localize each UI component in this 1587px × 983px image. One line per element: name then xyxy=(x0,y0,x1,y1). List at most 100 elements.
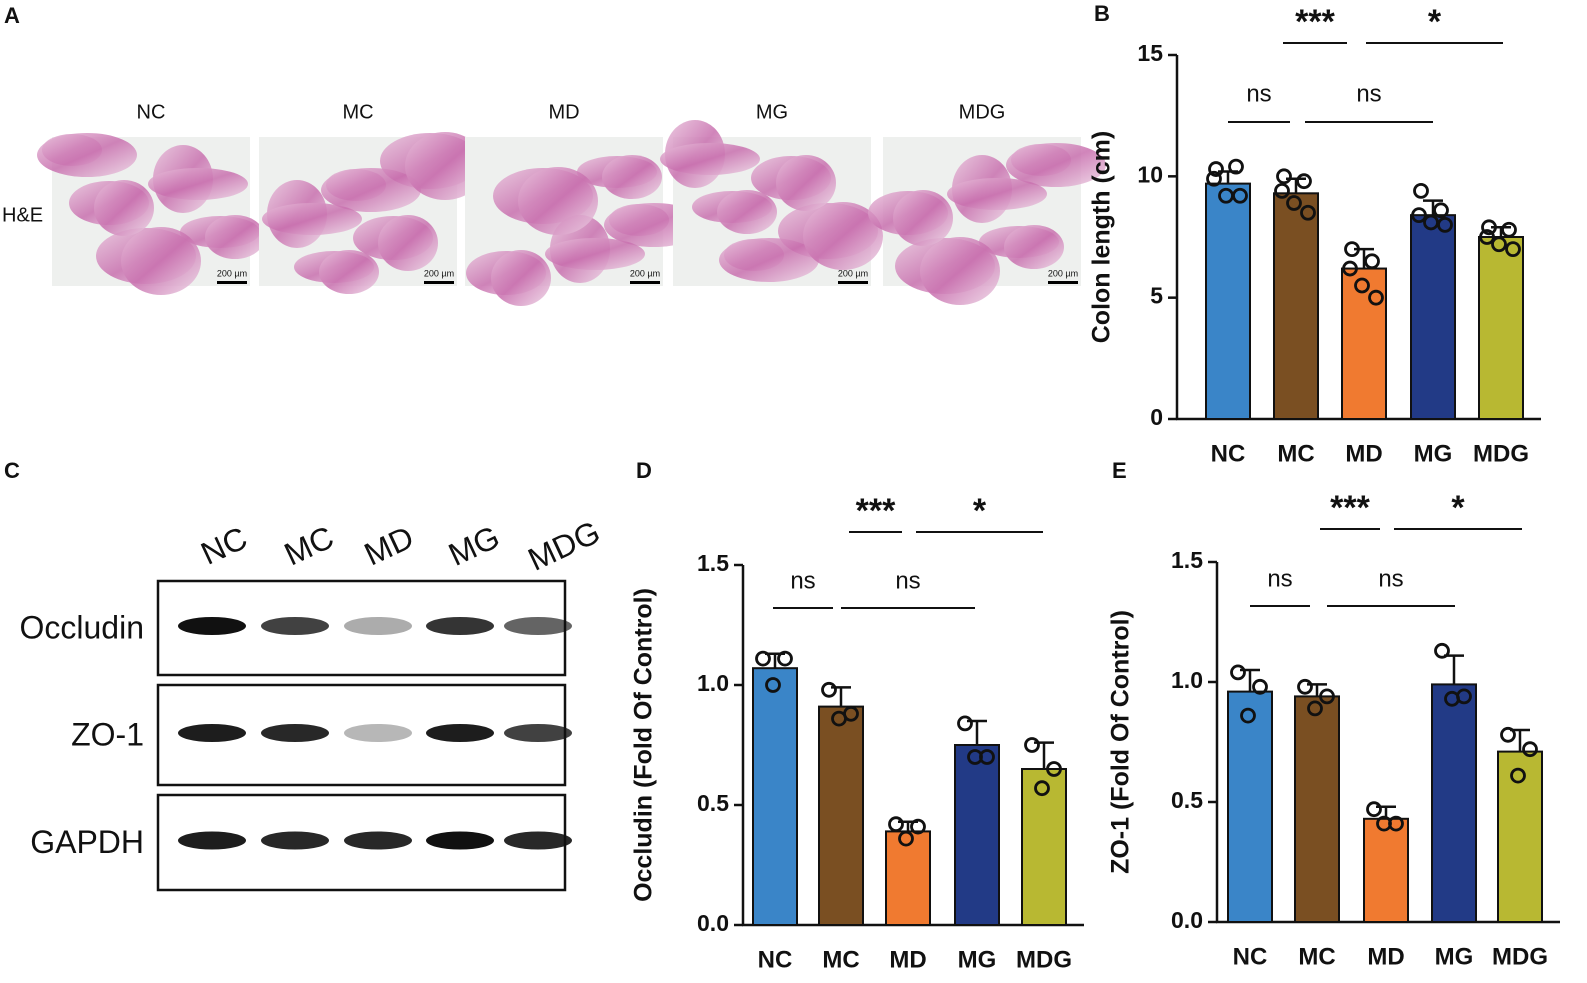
band xyxy=(178,617,246,635)
tissue xyxy=(776,155,836,211)
band xyxy=(261,831,329,850)
lane-label: MC xyxy=(279,519,339,573)
data-point xyxy=(765,677,781,693)
tissue xyxy=(94,180,154,236)
panel-label: E xyxy=(1112,458,1127,483)
significance-label: ns xyxy=(1356,80,1381,107)
panel-label: C xyxy=(4,458,20,483)
data-point xyxy=(1230,664,1246,681)
scale-bar-label: 200 µm xyxy=(838,268,868,278)
bar xyxy=(1410,214,1456,420)
y-tick-label: 0 xyxy=(1150,404,1163,430)
blot-row-label: GAPDH xyxy=(30,824,144,860)
band xyxy=(426,724,494,742)
significance-label: ns xyxy=(790,567,815,594)
significance-label: ns xyxy=(1378,565,1403,592)
x-tick-label: MD xyxy=(1367,943,1404,970)
column-label: MG xyxy=(756,101,788,123)
data-point xyxy=(1411,207,1427,224)
band xyxy=(178,831,246,850)
data-point xyxy=(1319,688,1335,705)
tissue xyxy=(920,237,1000,305)
scale-bar-label: 200 µm xyxy=(424,268,454,278)
band xyxy=(261,617,329,635)
tissue xyxy=(148,168,248,200)
lane-label: MDG xyxy=(522,514,605,578)
tissue xyxy=(1004,225,1064,269)
tissue xyxy=(660,143,760,175)
lane-label: MD xyxy=(359,519,419,573)
significance-label: ns xyxy=(1267,565,1292,592)
band xyxy=(344,724,412,742)
tissue xyxy=(803,202,883,270)
data-point xyxy=(1433,202,1449,219)
data-point xyxy=(1376,815,1392,832)
data-point xyxy=(1434,642,1450,659)
row-label: H&E xyxy=(2,204,43,226)
x-tick-label: NC xyxy=(1233,943,1268,970)
x-tick-label: NC xyxy=(758,946,793,973)
blot-row-label: Occludin xyxy=(20,609,145,645)
bar xyxy=(752,667,798,926)
panel-label: A xyxy=(4,3,20,28)
data-point xyxy=(777,650,793,667)
x-tick-label: MDG xyxy=(1492,943,1548,970)
significance-label: * xyxy=(1451,489,1465,527)
data-point xyxy=(1034,780,1050,797)
x-tick-label: MG xyxy=(1414,440,1453,467)
data-point xyxy=(1286,195,1302,211)
band xyxy=(261,724,329,742)
bar xyxy=(818,705,864,926)
tissue xyxy=(717,190,777,234)
data-point xyxy=(1300,204,1316,221)
tissue xyxy=(1006,143,1106,187)
bar xyxy=(1497,750,1543,923)
band xyxy=(504,617,572,635)
x-tick-label: MC xyxy=(1298,943,1335,970)
x-tick-label: MG xyxy=(1435,943,1474,970)
x-tick-label: MG xyxy=(958,946,997,973)
x-tick-label: MD xyxy=(889,946,926,973)
data-point xyxy=(1296,173,1312,190)
blot-row-label: ZO-1 xyxy=(71,716,144,752)
data-point xyxy=(910,818,926,835)
band xyxy=(504,724,572,742)
bar xyxy=(1363,817,1409,923)
y-tick-label: 15 xyxy=(1137,40,1163,66)
y-tick-label: 0.0 xyxy=(697,910,729,936)
lane-label: MG xyxy=(443,518,505,572)
data-point xyxy=(821,681,837,698)
scale-bar xyxy=(424,281,454,284)
column-label: MD xyxy=(548,101,579,123)
tissue xyxy=(719,238,819,282)
data-point xyxy=(898,830,914,847)
x-tick-label: MDG xyxy=(1016,946,1072,973)
significance-label: * xyxy=(973,492,987,530)
scale-bar-label: 200 µm xyxy=(1048,268,1078,278)
data-point xyxy=(1206,170,1222,187)
data-point xyxy=(1228,158,1244,175)
y-tick-label: 1.5 xyxy=(1171,547,1203,573)
tissue xyxy=(121,227,201,295)
band xyxy=(426,831,494,850)
y-tick-label: 0.0 xyxy=(1171,907,1203,933)
y-tick-label: 1.0 xyxy=(1171,667,1203,693)
scale-bar xyxy=(838,281,868,284)
data-point xyxy=(1501,221,1517,238)
data-point xyxy=(1232,187,1248,204)
data-point xyxy=(957,715,973,732)
data-point xyxy=(1046,761,1062,777)
tissue xyxy=(893,190,953,246)
band xyxy=(426,617,494,635)
tissue xyxy=(262,203,362,235)
significance-label: ns xyxy=(1246,80,1271,107)
data-point xyxy=(888,816,904,833)
band xyxy=(504,831,572,850)
tissue xyxy=(545,238,645,270)
data-point xyxy=(1024,737,1040,753)
significance-label: *** xyxy=(1330,489,1370,527)
data-point xyxy=(1366,801,1382,818)
x-tick-label: MD xyxy=(1345,440,1382,467)
data-point xyxy=(1252,678,1268,695)
